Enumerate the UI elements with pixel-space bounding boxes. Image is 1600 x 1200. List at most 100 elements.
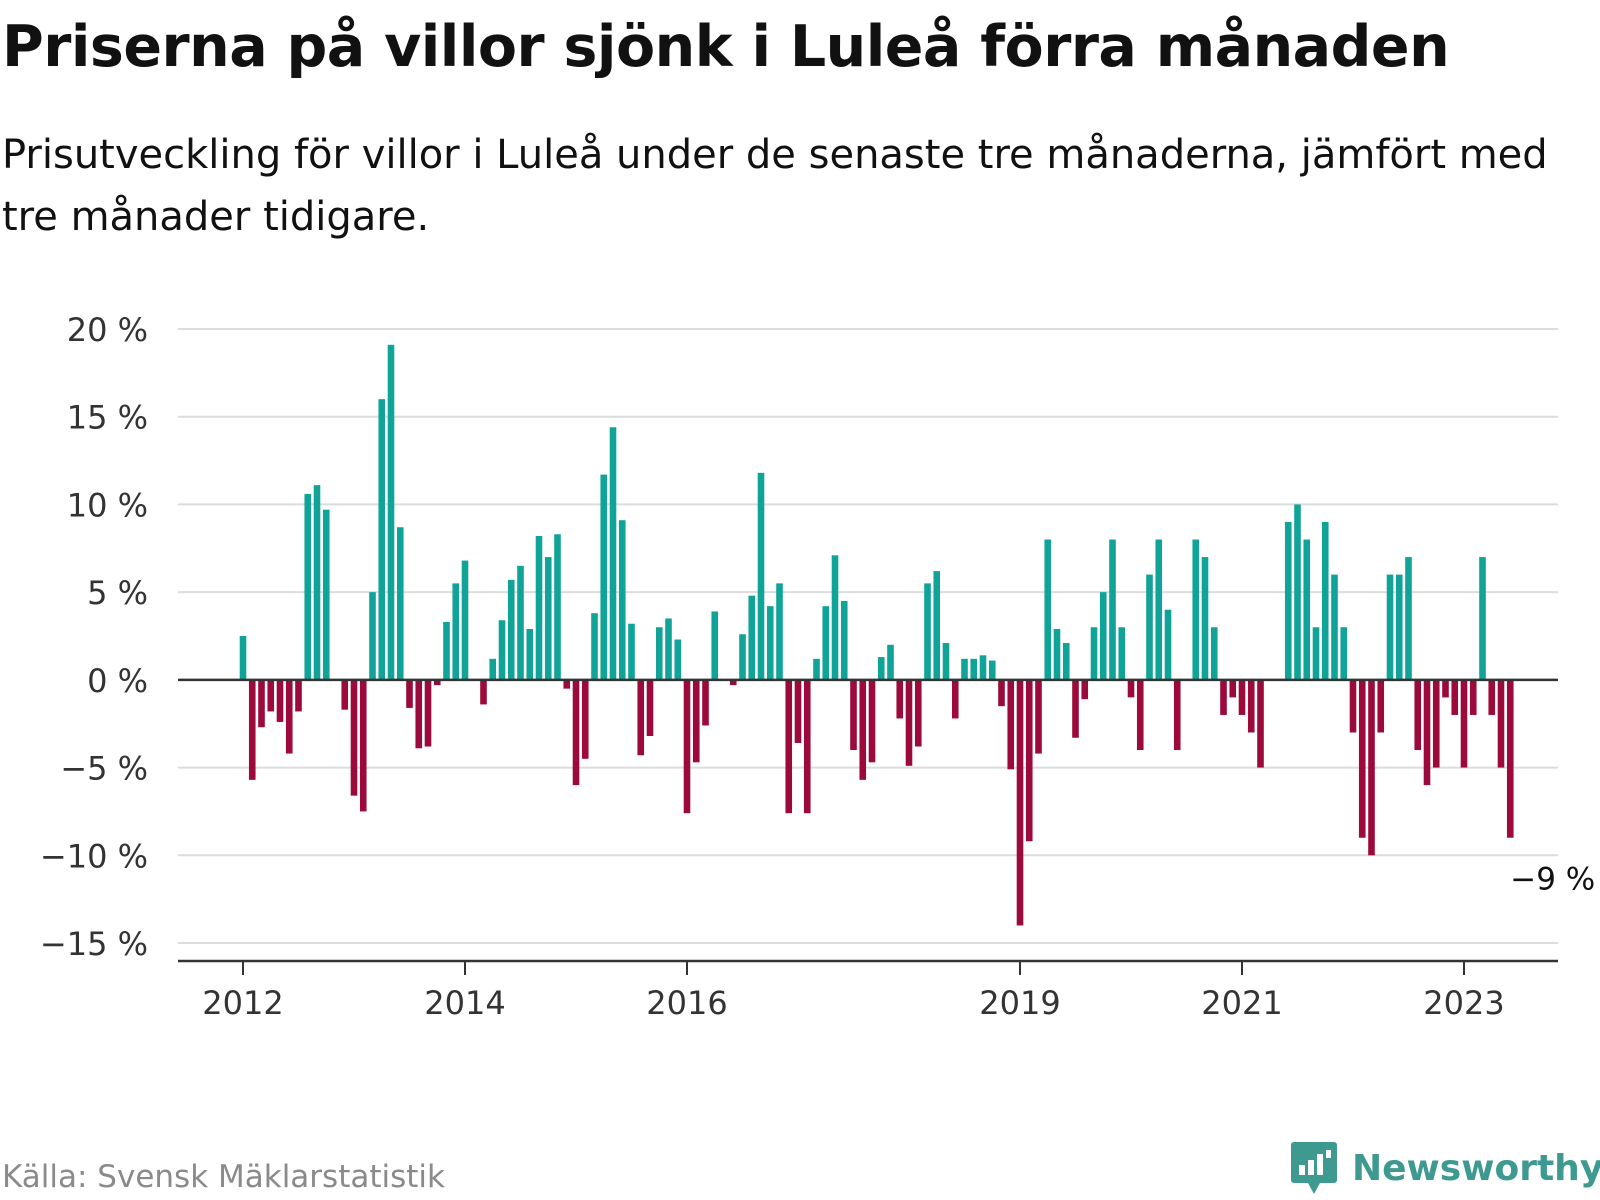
bar [1358, 679, 1366, 838]
tick-labels: 20 % 15 % 10 % 5 % 0 % −5 % −10 % −15 % 2012 2014… [40, 311, 1595, 1022]
last-value-label: −9 % [1510, 862, 1595, 898]
bar [831, 555, 839, 680]
y-tick-label: −5 % [60, 750, 148, 788]
bar [461, 560, 469, 680]
bar [498, 620, 506, 680]
bar [1201, 557, 1209, 680]
bar [1405, 557, 1412, 680]
bar [554, 534, 561, 680]
bar [711, 611, 719, 680]
bar [646, 679, 654, 736]
newsworthy-logo[interactable]: Newsworthy [1290, 1138, 1600, 1198]
bar [526, 628, 534, 680]
bar [877, 657, 885, 680]
bar [628, 623, 635, 680]
bar [1099, 592, 1107, 680]
bar [609, 427, 617, 680]
bar [961, 658, 968, 680]
bar [1257, 679, 1264, 768]
bar [350, 679, 358, 796]
bar [396, 527, 404, 680]
bar [1118, 627, 1126, 680]
bar [1192, 539, 1200, 680]
bar [322, 509, 330, 680]
bar [933, 571, 941, 680]
bar [813, 658, 820, 680]
x-tick-label: 2014 [424, 984, 505, 1022]
bar [988, 660, 996, 680]
bar [1377, 679, 1385, 733]
bar [295, 679, 302, 712]
bar [998, 679, 1005, 707]
bar [258, 679, 265, 728]
bar [507, 579, 515, 680]
x-tick-label: 2012 [202, 984, 283, 1022]
bar [1220, 679, 1227, 715]
bar [905, 679, 913, 766]
bar [1321, 521, 1329, 680]
bar [1479, 557, 1486, 680]
bar [951, 679, 959, 719]
bar [850, 679, 857, 751]
bar [1155, 539, 1163, 680]
bar [1340, 627, 1348, 680]
bar [452, 583, 460, 680]
x-tick-label: 2023 [1423, 984, 1504, 1022]
bar-chart-speech-bubble-icon [1291, 1142, 1337, 1194]
bar [544, 557, 552, 680]
y-tick-label: −10 % [40, 837, 148, 875]
bar [1432, 679, 1440, 768]
bar [1081, 679, 1089, 700]
bar [1044, 539, 1052, 680]
bar [1488, 679, 1496, 715]
bar [739, 634, 746, 680]
bar [1284, 521, 1292, 680]
bar [443, 621, 450, 680]
y-tick-label: −15 % [40, 925, 148, 963]
bar [406, 679, 413, 708]
source-note: Källa: Svensk Mäklarstatistik [2, 1159, 445, 1195]
y-tick-label: 15 % [67, 399, 148, 437]
bar [1053, 628, 1061, 680]
y-tick-label: 0 % [87, 662, 148, 700]
bar [924, 583, 931, 680]
bar [369, 592, 376, 680]
bar [942, 643, 950, 680]
x-tick-label: 2019 [979, 984, 1060, 1022]
bar [896, 679, 904, 719]
bar [239, 636, 247, 680]
bar [1164, 609, 1172, 680]
bar [1460, 679, 1468, 768]
axes [178, 678, 1558, 975]
x-tick-label: 2021 [1201, 984, 1282, 1022]
bar [1127, 679, 1135, 698]
bar [840, 600, 848, 680]
bar [1173, 679, 1181, 751]
y-tick-label: 5 % [87, 574, 148, 612]
bar [572, 679, 580, 786]
bar [248, 679, 256, 780]
bar [1423, 679, 1431, 786]
bar [1238, 679, 1246, 715]
bar [1146, 574, 1153, 680]
bar [1229, 679, 1237, 698]
x-tick-label: 2016 [646, 984, 727, 1022]
bar [304, 493, 312, 680]
bar [1016, 679, 1024, 926]
bars [239, 344, 1514, 926]
bar [914, 679, 922, 747]
bar [1349, 679, 1357, 733]
bar [729, 679, 737, 686]
bar [1386, 574, 1394, 680]
bar [535, 536, 543, 680]
bar [1072, 679, 1079, 738]
bar [692, 679, 700, 763]
bar [776, 583, 783, 680]
bar [267, 679, 275, 712]
bar [887, 644, 894, 680]
bar [1331, 574, 1338, 680]
bar [489, 658, 497, 680]
bar [822, 606, 830, 680]
bar [970, 658, 978, 680]
